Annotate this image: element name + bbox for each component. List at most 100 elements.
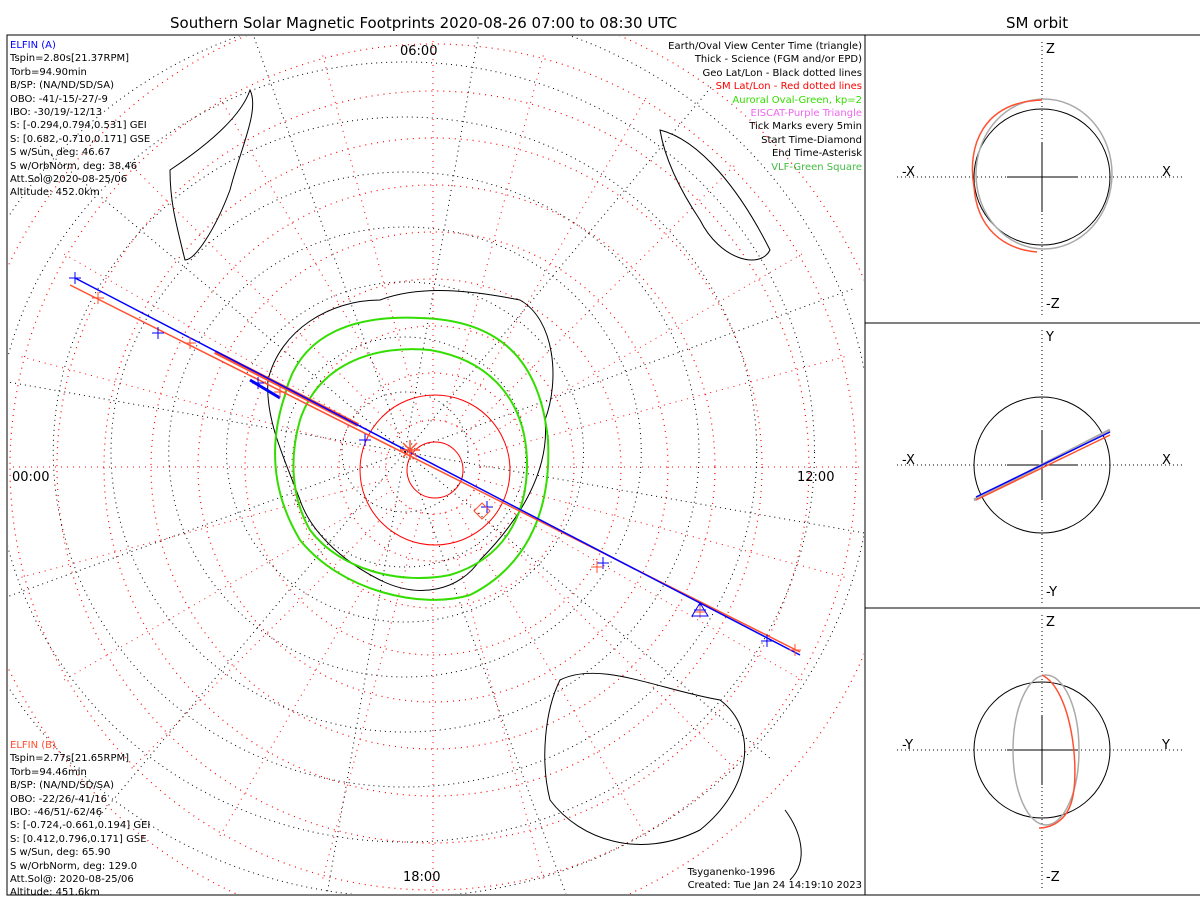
orbit-elfin-b bbox=[971, 99, 1043, 253]
geo-lon-line bbox=[404, 451, 864, 534]
legend-entry: EISCAT-Purple Triangle bbox=[750, 108, 863, 120]
orbit-axis-label-left: -Y bbox=[902, 738, 914, 753]
sm-lat-solid-circle bbox=[359, 394, 511, 546]
sm-lat-circle bbox=[9, 43, 857, 891]
info-line: Altitude: 452.0km bbox=[10, 187, 100, 199]
start-diamond-icon bbox=[473, 502, 491, 520]
mlt-label-right: 12:00 bbox=[797, 470, 835, 485]
orbit-panels bbox=[897, 42, 1182, 890]
orbit-axis-label-top: Z bbox=[1046, 42, 1055, 57]
sm-lon-line bbox=[321, 51, 422, 422]
geo-lon-line bbox=[36, 143, 406, 453]
info-line: B/SP: (NA/ND/SD/SA) bbox=[10, 780, 114, 792]
legend-entry: SM Lat/Lon - Red dotted lines bbox=[715, 81, 862, 93]
sm-lat-solid-circle bbox=[406, 441, 464, 499]
legend-entry: End Time-Asterisk bbox=[771, 148, 862, 160]
elfin-a-name: ELFIN (A) bbox=[10, 40, 56, 51]
elfin-b-track bbox=[69, 284, 801, 653]
legend-entry: Earth/Oval View Center Time (triangle) bbox=[668, 41, 862, 52]
sm-lon-line bbox=[17, 355, 388, 456]
sm-lon-line bbox=[321, 512, 422, 883]
sm-lon-line bbox=[478, 355, 849, 456]
sm-lat-circle bbox=[291, 325, 575, 609]
info-line: S: [-0.294,0.794,0.531] GEI bbox=[10, 120, 147, 132]
geo-lon-line bbox=[96, 451, 406, 821]
mlt-label-bottom: 18:00 bbox=[403, 870, 441, 885]
sm-lat-circle bbox=[56, 90, 810, 844]
sm-lon-line bbox=[128, 499, 401, 772]
info-line: S w/Sun, deg: 65.90 bbox=[10, 847, 111, 859]
info-line: OBO: -22/26/-41/16 bbox=[10, 793, 108, 805]
orbit-gray bbox=[975, 98, 1113, 250]
created-label: Created: Tue Jan 24 14:19:10 2023 bbox=[687, 880, 862, 892]
info-line: S: [0.682,-0.710,0.171] GSE bbox=[10, 133, 151, 145]
sm-lat-circle bbox=[244, 278, 622, 656]
orbit-axis-label-right: X bbox=[1162, 453, 1171, 468]
geo-lat-circle bbox=[52, 116, 758, 788]
geo-lat-circle bbox=[168, 226, 642, 678]
main-title: Southern Solar Magnetic Footprints 2020-… bbox=[170, 14, 678, 32]
orbit-elfin-a bbox=[975, 431, 1111, 498]
geo-lon-line bbox=[253, 36, 406, 453]
elfin-a-tick bbox=[359, 434, 371, 446]
sm-lon-line bbox=[60, 251, 393, 444]
mlt-label-top: 06:00 bbox=[400, 44, 438, 59]
elfin-a-track bbox=[74, 277, 801, 656]
legend-entry: Tick Marks every 5min bbox=[749, 121, 862, 133]
elfin-a-info: ELFIN (A) Tspin=2.80s[21.37RPM] Torb=94.9… bbox=[10, 39, 150, 200]
geo-lon-line bbox=[404, 451, 567, 894]
sm-lon-line bbox=[217, 94, 410, 427]
earth-circle bbox=[973, 681, 1111, 819]
elfin-a-tick bbox=[252, 377, 264, 389]
earth-circle bbox=[973, 396, 1111, 534]
auroral-oval bbox=[274, 316, 550, 601]
geo-lon-line bbox=[404, 451, 774, 761]
orbit-axis-label-bottom: -Z bbox=[1046, 870, 1060, 885]
info-line: S w/OrbNorm, deg: 129.0 bbox=[10, 860, 138, 872]
orbit-elfin-b bbox=[1038, 674, 1076, 829]
elfin-b-tick bbox=[591, 561, 603, 573]
info-line: Torb=94.46min bbox=[10, 766, 87, 778]
elfin-b-tick bbox=[789, 644, 801, 656]
orbit-axis-label-bottom: -Z bbox=[1046, 297, 1060, 312]
sm-lon-line bbox=[128, 162, 401, 435]
sm-lon-line bbox=[473, 490, 806, 683]
sm-lat-circle bbox=[197, 231, 669, 703]
elfin-a-tick bbox=[152, 327, 164, 339]
geo-lat-circle bbox=[341, 391, 469, 513]
earth-circle bbox=[973, 108, 1111, 246]
geo-lon-line bbox=[8, 451, 406, 598]
elfin-a-tick bbox=[481, 501, 493, 513]
legend-entry: Start Time-Diamond bbox=[761, 134, 862, 146]
geo-lat-circle bbox=[226, 281, 584, 623]
info-line: IBO: -46/51/-62/46 bbox=[10, 807, 103, 819]
auroral-oval-outer bbox=[274, 316, 550, 601]
orbit-axis-label-right: Y bbox=[1162, 738, 1170, 753]
legend-entry: VLF-Green Square bbox=[771, 161, 862, 173]
sm-lon-line bbox=[465, 499, 738, 772]
info-line: S w/OrbNorm, deg: 38.46 bbox=[10, 160, 138, 172]
orbit-axis-label-top: Y bbox=[1046, 330, 1054, 345]
legend: Earth/Oval View Center Time (triangle) Th… bbox=[668, 40, 862, 174]
legend-entry: Thick - Science (FGM and/or EPD) bbox=[694, 54, 862, 66]
legend-entry: Geo Lat/Lon - Black dotted lines bbox=[702, 67, 862, 79]
orbit-axis-label-left: -X bbox=[902, 453, 915, 468]
info-line: Torb=94.90min bbox=[10, 66, 87, 78]
sm-lon-line bbox=[473, 251, 806, 444]
sm-lon-line bbox=[60, 490, 393, 683]
sm-lon-line bbox=[217, 507, 410, 840]
info-line: IBO: -30/19/-12/13 bbox=[10, 107, 103, 119]
orbit-title: SM orbit bbox=[1006, 14, 1069, 32]
orbit-axis-label-top: Z bbox=[1046, 615, 1055, 630]
geo-lat-circle bbox=[8, 61, 815, 843]
model-label: Tsyganenko-1996 bbox=[687, 867, 776, 878]
info-line: S: [-0.724,-0.661,0.194] GEI bbox=[10, 820, 151, 832]
legend-entry: Auroral Oval-Green, kp=2 bbox=[732, 94, 862, 106]
orbit-gray bbox=[1012, 674, 1080, 826]
info-line: Att.Sol@: 2020-08-25/06 bbox=[10, 874, 134, 886]
auroral-oval-inner bbox=[292, 348, 529, 579]
geo-lat-circle bbox=[110, 171, 700, 733]
main-frame bbox=[6, 34, 866, 896]
elfin-a-tick bbox=[761, 635, 773, 647]
